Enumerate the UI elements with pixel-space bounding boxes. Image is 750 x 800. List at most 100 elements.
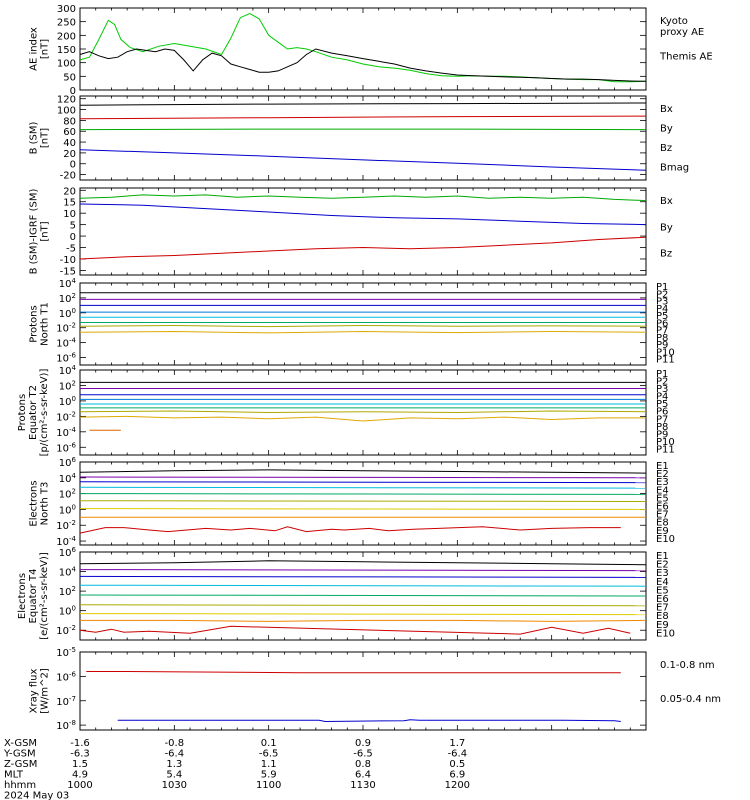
x-axis-value: -6.4 [448, 749, 468, 760]
series-kyoto-proxy-ae [79, 12, 647, 83]
y-tick-label: 5 [70, 221, 76, 232]
series-by [79, 194, 647, 202]
panel-pnorth: 104 102 100 10-2 10-4 10-6 Protons North T1 P1P2… [29, 277, 675, 366]
channel-label: P8 [656, 333, 668, 344]
series-e1 [79, 469, 647, 474]
x-axis-value: 1130 [350, 780, 375, 791]
channel-label: P1 [656, 369, 668, 380]
x-axis-row-label: Z-GSM [4, 759, 37, 770]
series-e2 [79, 569, 647, 572]
legend-entry: By [660, 124, 673, 135]
series-p8 [79, 415, 646, 422]
channel-label: E7 [656, 603, 669, 614]
y-axis-label: [e/(cm²-s-sr-keV)] [39, 552, 50, 640]
y-tick-label: 102 [59, 585, 76, 598]
y-tick-label: 100 [59, 503, 76, 516]
channel-label: P11 [656, 444, 675, 455]
y-tick-label: 250 [57, 18, 76, 29]
y-axis-label: Protons [17, 394, 28, 431]
series-e7 [79, 508, 647, 510]
x-axis-value: 1030 [162, 780, 187, 791]
y-tick-label: 0 [70, 232, 76, 243]
channel-label: P7 [656, 414, 668, 425]
channel-label: E10 [656, 534, 675, 545]
x-axis-value: 1.3 [166, 759, 182, 770]
y-tick-label: 104 [59, 472, 77, 485]
x-axis-value: -0.8 [165, 738, 185, 749]
y-tick-label: 20 [63, 149, 76, 160]
x-axis-row-label: MLT [4, 770, 24, 781]
channel-label: E3 [656, 477, 669, 488]
panel-eequator: 106 104 102 100 10-2 Electrons Equator T4 [e/(c… [17, 546, 675, 641]
channel-label: E4 [656, 577, 669, 588]
y-tick-label: 100 [57, 59, 76, 70]
series-0-1-0-8-nm [86, 671, 621, 674]
y-tick-label: -10 [60, 255, 76, 266]
y-tick-label: 50 [63, 72, 76, 83]
y-axis-label: [nT] [40, 39, 51, 59]
y-tick-label: 200 [57, 31, 76, 42]
legend-entry: By [660, 222, 673, 233]
y-tick-label: 120 [57, 95, 76, 106]
channel-label: E6 [656, 594, 669, 605]
y-tick-label: 104 [59, 566, 77, 579]
x-axis-value: -1.6 [70, 738, 90, 749]
y-axis-label: Equator T4 [28, 569, 39, 624]
y-tick-label: 102 [59, 379, 76, 392]
y-tick-label: 100 [59, 395, 76, 408]
y-axis-label: [p/(cm²-s-sr-keV)] [39, 369, 50, 457]
series-e8 [80, 619, 647, 622]
channel-label: E8 [656, 611, 669, 622]
y-axis-label: B (SM)-IGRF (SM) [29, 189, 40, 275]
series-themis-ae [79, 48, 647, 82]
y-tick-label: 40 [63, 138, 76, 149]
panel-pequator: 104 102 100 10-2 10-4 10-6 Protons Equator T2 [p… [17, 364, 675, 456]
channel-label: P1 [656, 282, 668, 293]
y-tick-label: 0 [70, 160, 76, 171]
legend-entry: Bx [660, 104, 673, 115]
legend-entry: Bz [660, 143, 672, 154]
channel-label: P8 [656, 422, 668, 433]
x-axis-value: 1100 [256, 780, 281, 791]
x-axis-value: 6.9 [449, 770, 465, 781]
series-e6 [79, 604, 647, 607]
series-e2 [79, 476, 647, 479]
channel-label: E9 [656, 526, 669, 537]
channel-label: E7 [656, 510, 669, 521]
channel-label: E4 [656, 485, 669, 496]
channel-label: E6 [656, 502, 669, 513]
y-axis-label: [nT] [40, 128, 51, 148]
panel-ae: 300 250 200 150 100 50 0 AE index [nT] Kyotoproxy… [29, 4, 713, 97]
y-tick-label: 104 [59, 277, 77, 290]
channel-label: P11 [656, 355, 675, 366]
y-tick-label: 100 [57, 106, 76, 117]
y-tick-label: -15 [60, 266, 76, 277]
channel-label: E1 [656, 461, 669, 472]
legend-entry: proxy AE [660, 27, 704, 38]
channel-label: E3 [656, 568, 669, 579]
series-e7 [79, 613, 647, 616]
series-p7 [79, 410, 647, 414]
channel-label: E2 [656, 560, 669, 571]
series-e5 [79, 493, 647, 495]
x-axis-value: 1.5 [72, 759, 88, 770]
channel-label: P5 [656, 399, 668, 410]
series-by [79, 128, 647, 131]
channel-label: E5 [656, 585, 669, 596]
y-tick-label: -5 [66, 244, 76, 255]
y-tick-label: 106 [59, 546, 77, 559]
y-tick-label: 10-6 [56, 441, 76, 454]
channel-label: P10 [656, 347, 675, 358]
x-axis-row-label: X-GSM [4, 738, 37, 749]
y-axis-label: Protons [29, 305, 40, 342]
legend-entry: 0.1-0.8 nm [660, 660, 715, 671]
y-tick-label: 104 [59, 364, 77, 377]
panel-xray: 10-5 10-6 10-7 10-8 Xray flux [W/m^2] 0.1-0.8 … [29, 646, 722, 732]
channel-label: P3 [656, 384, 668, 395]
y-tick-label: 10-4 [56, 337, 76, 350]
channel-label: P10 [656, 437, 675, 448]
channel-label: P9 [656, 429, 668, 440]
